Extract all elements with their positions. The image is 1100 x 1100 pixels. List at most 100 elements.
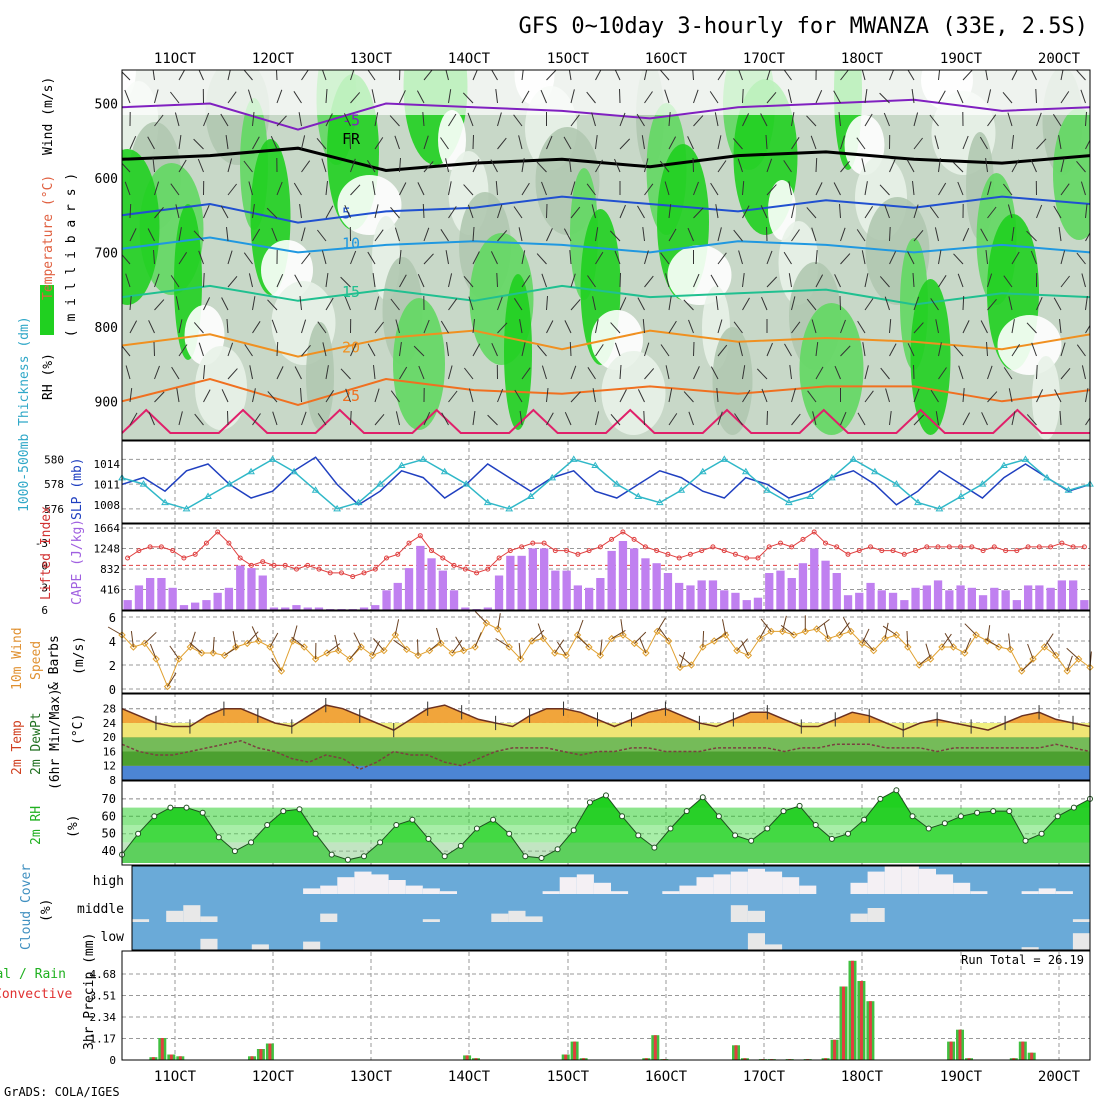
wind-speed-point xyxy=(835,631,844,639)
svg-text:2m Temp: 2m Temp xyxy=(10,720,25,775)
cloud-cell-middle xyxy=(132,919,150,922)
chart-title: GFS 0~10day 3-hourly for MWANZA (33E, 2.… xyxy=(518,14,1088,39)
lifted-index-point xyxy=(890,548,896,554)
precip-convective-bar xyxy=(851,960,854,1060)
cloud-cell-high xyxy=(679,885,697,894)
wind-barb xyxy=(717,252,727,265)
lifted-index-point xyxy=(744,555,750,561)
wind-barb xyxy=(884,204,890,219)
wind-barb xyxy=(614,70,621,81)
wind-barb xyxy=(1011,159,1020,173)
wind-barb xyxy=(1085,296,1088,311)
wind-barb xyxy=(178,227,182,242)
wind-barb xyxy=(619,88,621,104)
wind-barb xyxy=(448,113,457,127)
thickness-line xyxy=(121,458,1091,510)
wind-barb xyxy=(693,341,695,357)
isotherm-label-m5: -5 xyxy=(342,112,360,130)
bottom-date-label: 15OCT xyxy=(547,1069,590,1085)
precip-tick-label: 2.34 xyxy=(90,1011,117,1024)
wind-barb xyxy=(300,387,302,403)
lifted-index-point xyxy=(350,574,356,580)
wind-barb xyxy=(913,414,925,426)
wind-barb xyxy=(833,182,841,196)
cloud-cell-high xyxy=(850,882,868,894)
wind-barb xyxy=(665,365,670,380)
rh-point xyxy=(651,844,658,851)
wind-tick-label: 6 xyxy=(109,611,116,625)
wind-barb xyxy=(907,251,915,265)
wind-barb-10m xyxy=(269,632,279,648)
wind-barb xyxy=(463,184,474,196)
wind-barb xyxy=(586,183,596,196)
wind-barb xyxy=(374,137,384,150)
wind-barb-10m xyxy=(862,638,874,651)
cape-bar xyxy=(911,587,920,610)
wind-barb-10m xyxy=(780,624,795,636)
wind-barb xyxy=(570,391,581,403)
wind-barb xyxy=(472,251,480,265)
cape-bar xyxy=(675,582,684,610)
slp-line xyxy=(121,456,1091,506)
wind-speed-point xyxy=(801,627,810,636)
wind-barb-10m xyxy=(212,636,215,654)
precip-convective-bar xyxy=(582,1058,586,1060)
wind-speed-point xyxy=(459,646,468,655)
cape-bar xyxy=(1001,590,1010,610)
wind-barb xyxy=(399,342,402,357)
wind-barb xyxy=(518,135,523,150)
wind-barb xyxy=(399,90,406,104)
wind-barb xyxy=(864,206,874,219)
wind-barb xyxy=(521,367,531,380)
precip-convective-bar xyxy=(474,1058,478,1060)
thickness-point xyxy=(914,498,922,506)
wind-barb xyxy=(227,250,233,265)
rh-point xyxy=(441,853,448,860)
lifted-index-point xyxy=(417,533,423,539)
wind-barb xyxy=(857,320,866,334)
wind-barb xyxy=(962,388,965,403)
cape-bar xyxy=(416,545,425,610)
wind-barb xyxy=(152,158,155,173)
wind-barb xyxy=(884,296,890,311)
wind-barb xyxy=(248,273,253,288)
lifted-index-point xyxy=(913,548,918,554)
wind-barb-10m xyxy=(702,630,705,648)
lifted-index-point xyxy=(282,562,288,568)
wind-barb xyxy=(659,70,670,81)
wind-barb xyxy=(717,319,723,334)
cape-bar xyxy=(877,590,886,610)
wind-barb xyxy=(252,204,255,219)
wind-barb xyxy=(791,229,800,242)
wind-barb xyxy=(1052,114,1062,127)
cape-bar xyxy=(596,578,605,610)
wind-barb xyxy=(546,320,554,334)
wind-barb xyxy=(595,344,604,357)
wind-barb xyxy=(938,275,947,288)
thickness-point xyxy=(741,467,750,475)
panel-frame-cl xyxy=(131,865,1091,951)
wind-barb xyxy=(325,365,329,380)
wind-barb xyxy=(644,250,649,265)
cloud-cell-middle xyxy=(1072,919,1090,922)
wind-barb xyxy=(226,318,229,334)
cloud-cell-high xyxy=(320,885,338,894)
wind-barb xyxy=(252,296,256,311)
wind-barb xyxy=(766,276,778,288)
wind-barb xyxy=(810,135,817,150)
wind-barb xyxy=(938,90,946,104)
wind-barb xyxy=(592,388,596,403)
wind-barb xyxy=(468,296,474,311)
lifted-index-point xyxy=(564,548,570,554)
wind-barb xyxy=(668,228,677,242)
thickness-point xyxy=(440,467,449,475)
wind-barb xyxy=(985,250,988,265)
panel-frames: 500600700800900576578580100810111014-303… xyxy=(35,69,1091,1067)
rh-patch xyxy=(122,149,160,305)
cape-bar xyxy=(1035,585,1044,610)
wind-barb xyxy=(570,206,581,219)
wind-barb xyxy=(294,366,302,380)
cloud-cell-high xyxy=(747,868,765,894)
wind-barb xyxy=(154,299,165,311)
wind-barb xyxy=(929,114,939,127)
